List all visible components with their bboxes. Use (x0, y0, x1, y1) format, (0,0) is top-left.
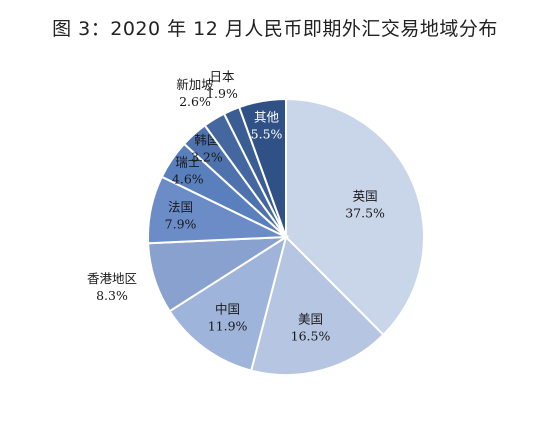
pie-slice-10 (237, 97, 287, 238)
pie-slice-2 (250, 235, 385, 376)
slice-label: 美国 (298, 312, 323, 327)
slice-value-label: 8.3% (96, 288, 128, 303)
slice-value-label: 4.6% (172, 171, 204, 186)
slice-label: 其他 (254, 110, 280, 125)
slice-value-label: 37.5% (345, 205, 385, 220)
slice-value-label: 7.9% (165, 216, 197, 231)
slice-label: 香港地区 (87, 271, 137, 286)
slice-value-label: 16.5% (291, 329, 331, 344)
chart-title: 图 3：2020 年 12 月人民币即期外汇交易地域分布 (52, 18, 498, 40)
slice-value-label: 2.6% (179, 94, 211, 109)
slice-label: 中国 (215, 301, 240, 316)
slice-label: 日本 (209, 69, 235, 84)
slice-value-label: 11.9% (208, 318, 248, 333)
pie-slice-3 (168, 234, 288, 372)
slice-value-label: 1.9% (206, 86, 238, 101)
pie-slice-1 (285, 97, 425, 337)
slice-label: 新加坡 (176, 77, 214, 92)
slice-label: 法国 (168, 199, 193, 214)
slice-value-label: 5.5% (251, 127, 283, 142)
slice-label: 英国 (353, 188, 378, 203)
slice-value-label: 3.2% (191, 150, 223, 165)
slice-label: 瑞士 (175, 154, 200, 169)
